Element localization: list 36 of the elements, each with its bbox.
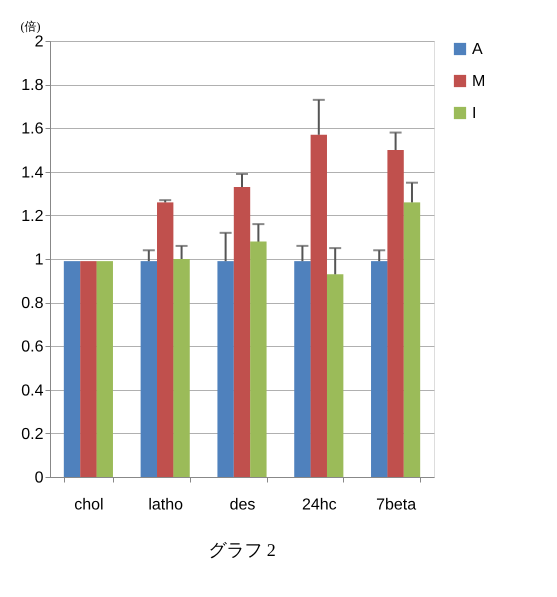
x-tick-label: 24hc <box>302 496 337 514</box>
y-tick-label: 0.2 <box>21 426 44 443</box>
x-tick-label: des <box>230 496 256 514</box>
x-tick-label: chol <box>74 496 104 514</box>
y-tick-label: 0 <box>34 470 44 486</box>
y-tick-label: 1.2 <box>21 208 44 225</box>
y-tick-label: 2 <box>34 34 44 50</box>
y-axis-title: (倍) <box>20 20 40 34</box>
bar <box>217 261 234 477</box>
y-tick-label: 0.8 <box>21 295 44 312</box>
bar <box>234 187 250 477</box>
y-tick-label: 1.8 <box>21 77 44 94</box>
bar <box>326 274 344 477</box>
text: グラフ 2 <box>208 540 276 560</box>
bar <box>80 261 97 477</box>
y-tick-label: 1 <box>34 252 44 268</box>
legend-label: A <box>472 41 483 58</box>
y-tick-label: 1.4 <box>21 164 44 182</box>
y-tick-label: 1.6 <box>21 120 44 138</box>
y-tick-label: 0.6 <box>21 338 44 356</box>
bar <box>96 261 113 477</box>
bar <box>173 259 190 477</box>
bar <box>404 202 420 477</box>
bar <box>157 202 174 477</box>
x-tick-label: latho <box>148 496 184 514</box>
legend-label: M <box>472 73 486 90</box>
bar <box>140 261 158 477</box>
bar <box>387 150 404 477</box>
x-tick-label: 7beta <box>376 496 416 514</box>
bar <box>64 261 80 477</box>
bar <box>371 261 388 477</box>
y-tick-label: 0.4 <box>21 382 44 400</box>
bar <box>310 134 327 477</box>
bar <box>294 261 311 477</box>
bar <box>250 242 267 477</box>
legend-label: I <box>472 105 476 122</box>
